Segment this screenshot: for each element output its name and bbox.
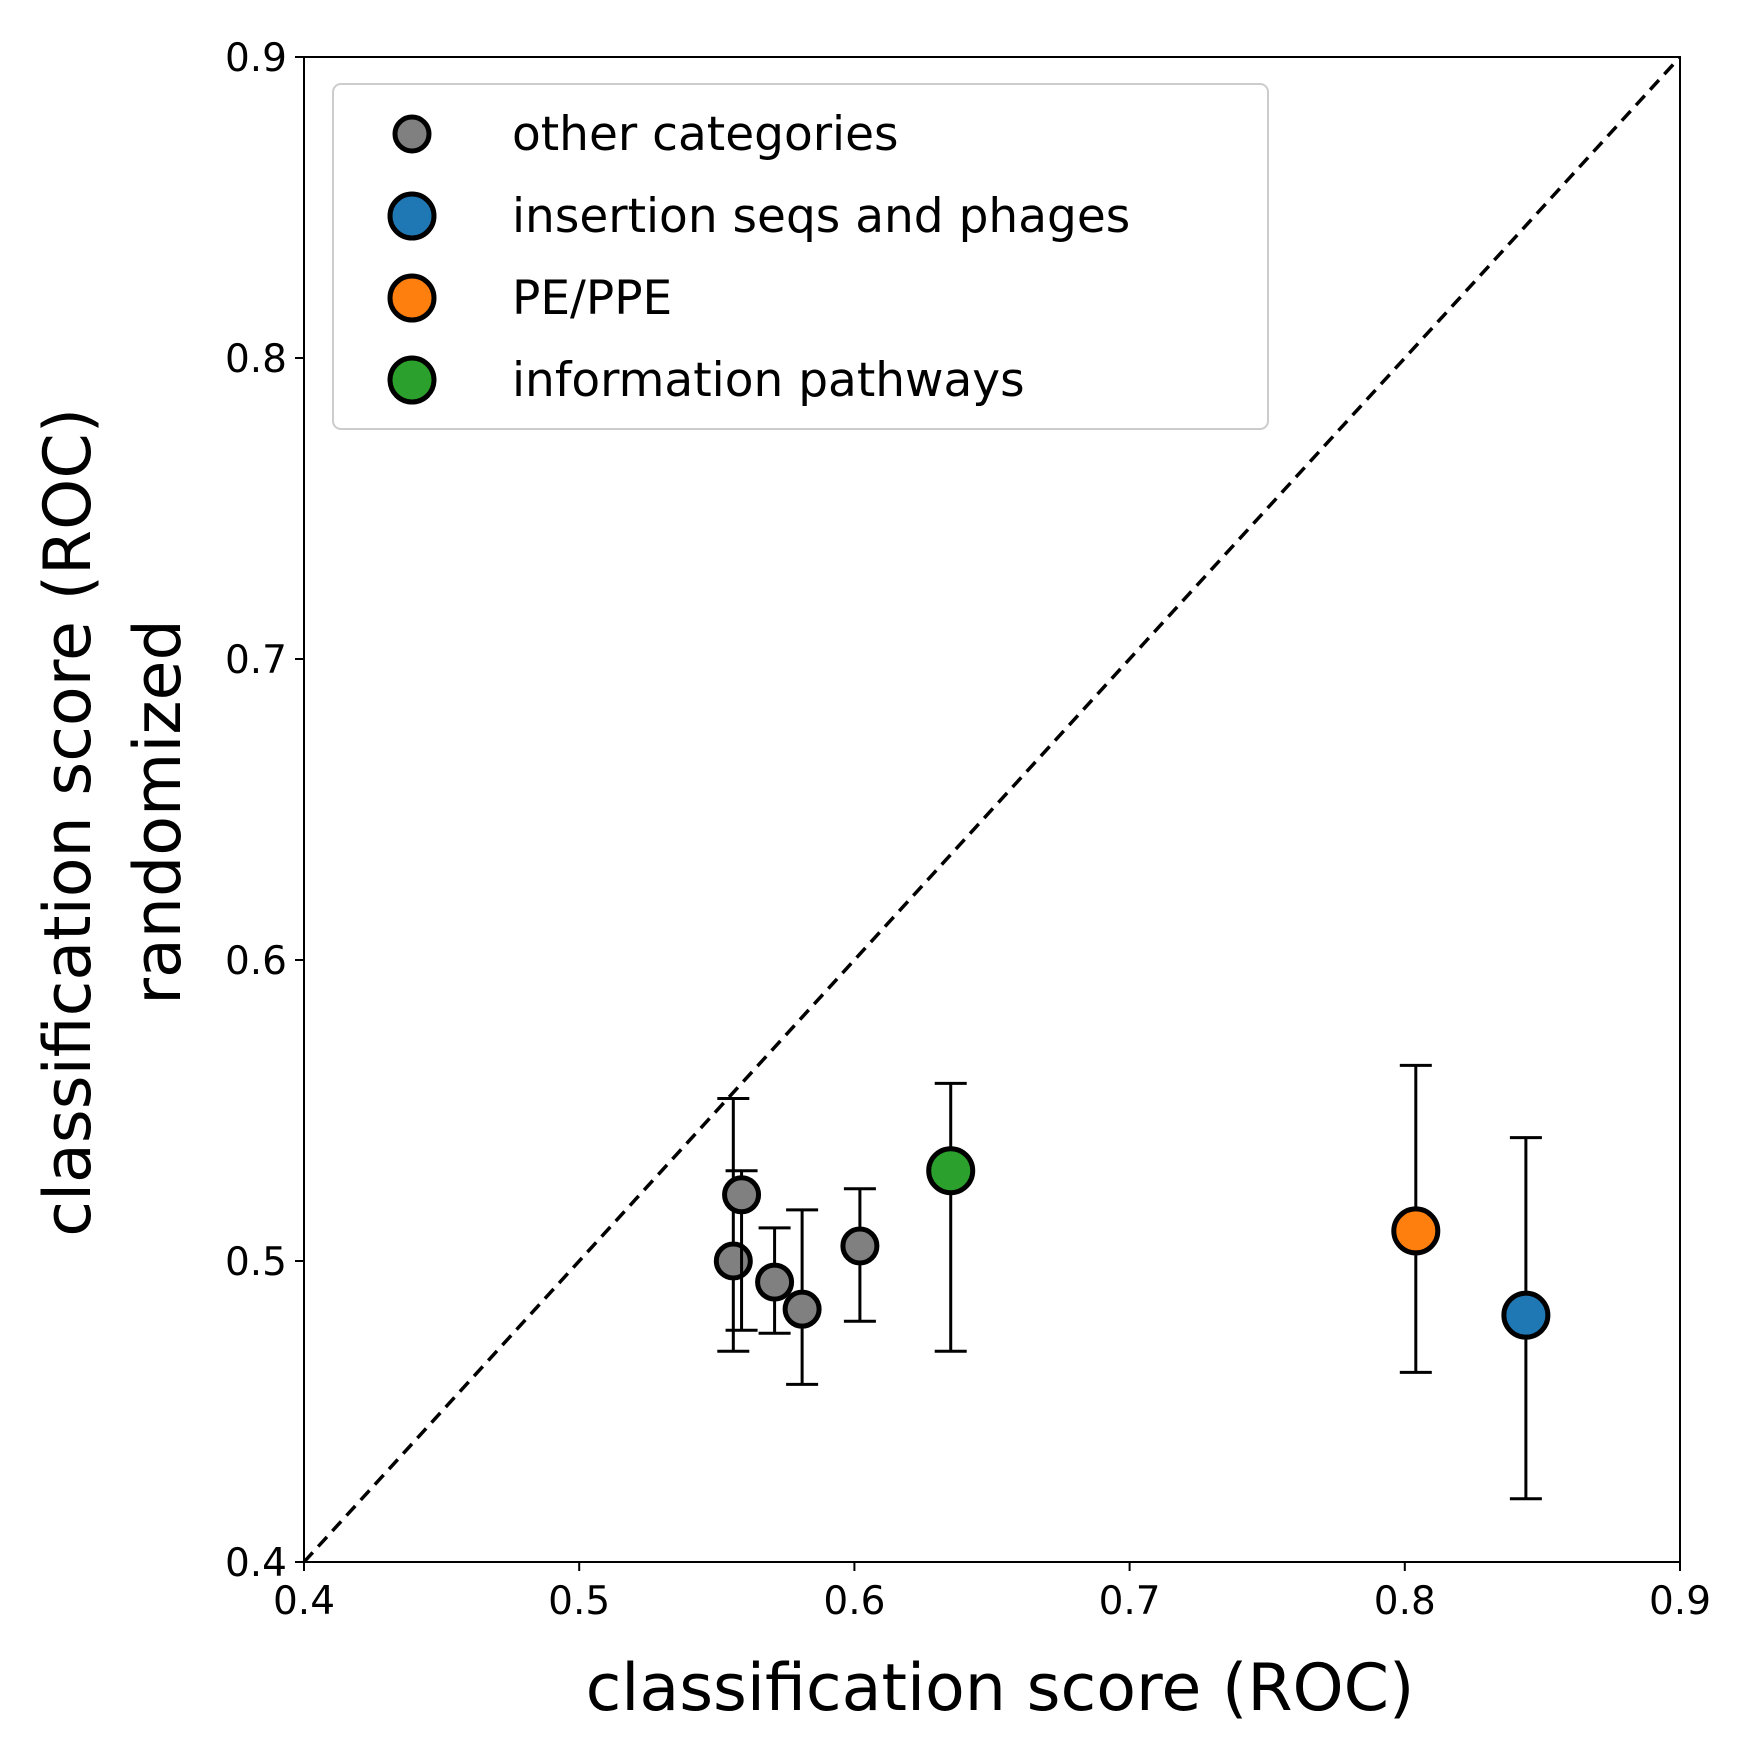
legend-label: PE/PPE bbox=[512, 271, 672, 326]
data-point-group bbox=[926, 1081, 976, 1353]
x-tick-label: 0.6 bbox=[823, 1579, 885, 1624]
legend-label: insertion seqs and phages bbox=[512, 189, 1130, 244]
diagonal-reference-line bbox=[302, 55, 1682, 1564]
y-axis-label: classification score (ROC) randomized bbox=[31, 387, 196, 1237]
legend-marker bbox=[387, 191, 437, 241]
y-tick-label: 0.5 bbox=[225, 1240, 287, 1285]
data-point-marker bbox=[840, 1226, 880, 1266]
data-point-marker bbox=[926, 1146, 976, 1196]
y-tick-label: 0.9 bbox=[225, 36, 287, 81]
x-tick-label: 0.8 bbox=[1374, 1579, 1436, 1624]
axes: 0.4 0.5 0.6 0.7 0.8 0.9 0.4 0.5 0.6 0.7 0.8 0.9 bbox=[225, 36, 1711, 1624]
data-point-marker bbox=[782, 1289, 822, 1329]
data-point-group bbox=[713, 1096, 753, 1353]
data-point-group bbox=[1501, 1136, 1551, 1501]
data-point-marker bbox=[713, 1241, 753, 1281]
data-point-group bbox=[840, 1187, 880, 1323]
y-axis-label-line-1: classification score (ROC) bbox=[31, 408, 106, 1237]
data-point-group bbox=[782, 1208, 822, 1386]
y-tick-label: 0.6 bbox=[225, 939, 287, 984]
x-tick-label: 0.7 bbox=[1099, 1579, 1161, 1624]
data-point-group bbox=[722, 1169, 762, 1332]
legend: other categories insertion seqs and phage… bbox=[332, 83, 1269, 430]
x-axis-label: classification score (ROC) bbox=[586, 1651, 1415, 1726]
y-tick-label: 0.7 bbox=[225, 638, 287, 683]
y-tick-label: 0.4 bbox=[225, 1541, 287, 1586]
legend-label: information pathways bbox=[512, 353, 1025, 408]
data-point-marker bbox=[755, 1262, 795, 1302]
data-point-marker bbox=[722, 1175, 762, 1215]
legend-marker bbox=[387, 273, 437, 323]
y-axis-label-line-2: randomized bbox=[121, 619, 196, 1005]
legend-box bbox=[332, 83, 1269, 430]
data-point-group bbox=[1391, 1063, 1441, 1374]
plot-area bbox=[302, 55, 1682, 1564]
data-point-marker bbox=[1501, 1290, 1551, 1340]
x-tick-label: 0.4 bbox=[273, 1579, 335, 1624]
legend-marker bbox=[392, 114, 432, 154]
legend-marker bbox=[387, 355, 437, 405]
x-tick-label: 0.5 bbox=[548, 1579, 610, 1624]
plot-frame bbox=[303, 56, 1681, 1563]
legend-label: other categories bbox=[512, 107, 899, 162]
data-point-group bbox=[755, 1226, 795, 1335]
x-tick-label: 0.9 bbox=[1649, 1579, 1711, 1624]
y-tick-label: 0.8 bbox=[225, 337, 287, 382]
data-point-marker bbox=[1391, 1206, 1441, 1256]
